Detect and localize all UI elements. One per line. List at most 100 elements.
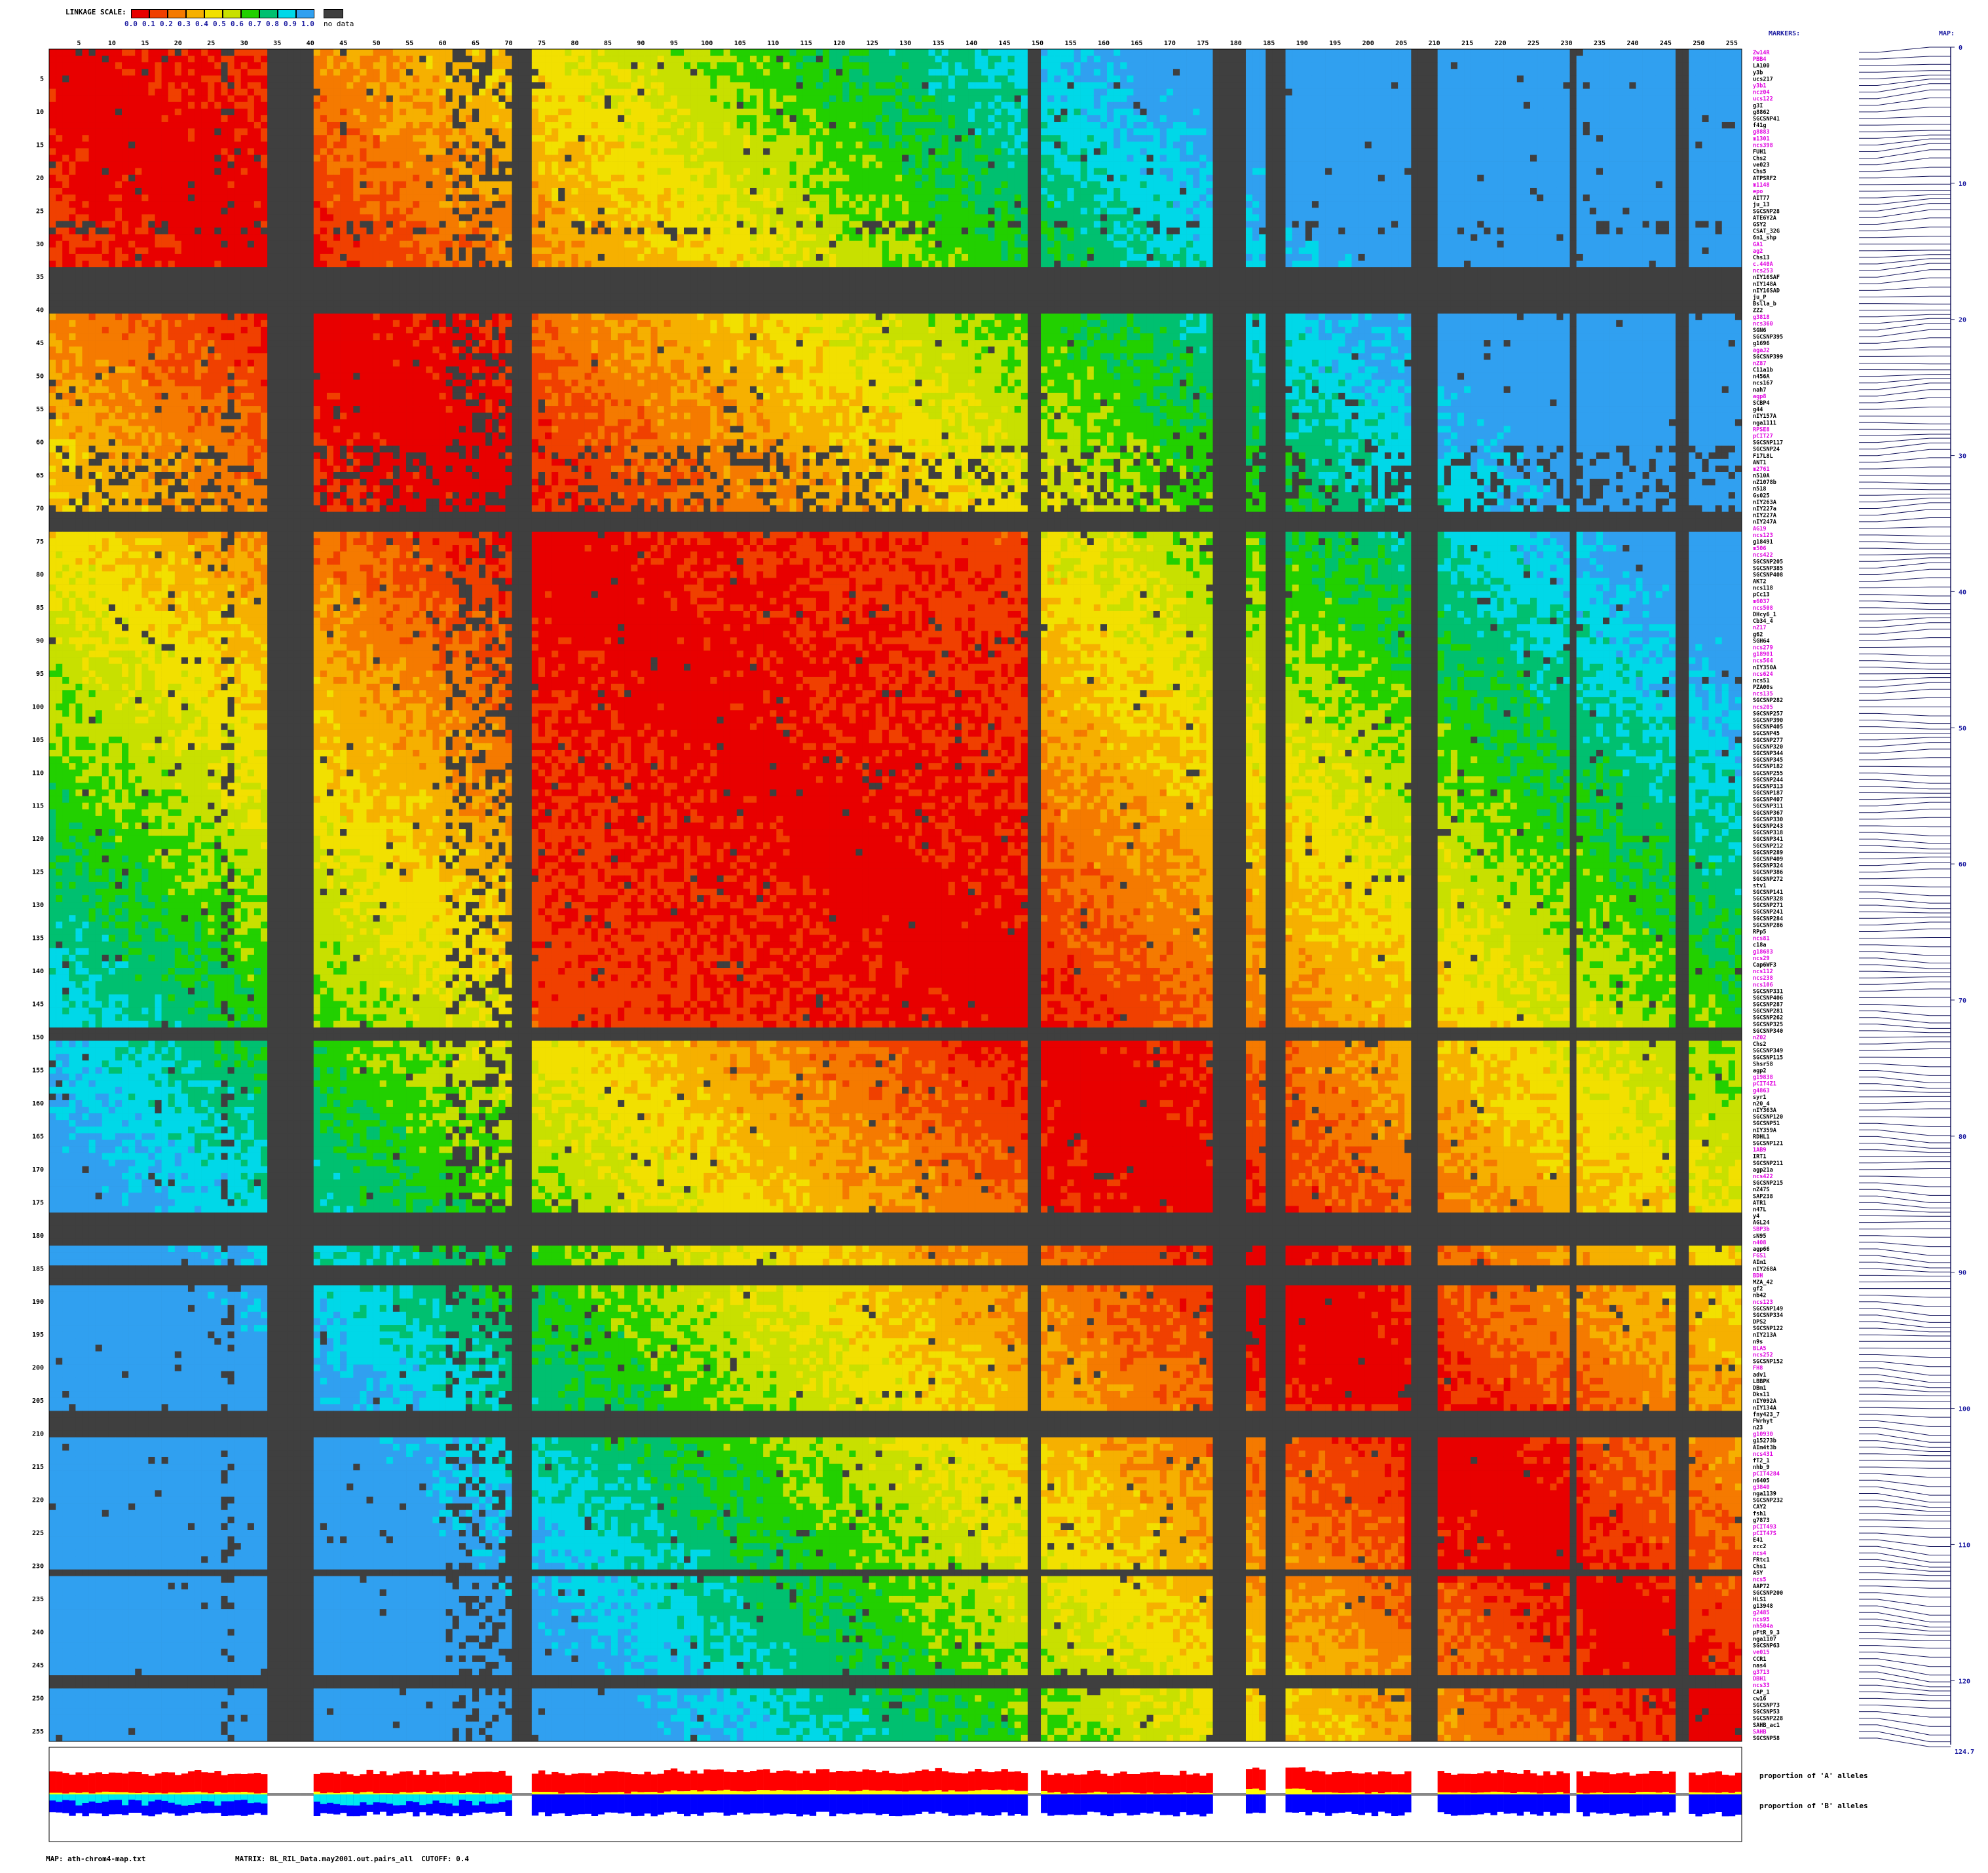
heatmap-cell — [1008, 56, 1015, 62]
heatmap-cell — [62, 56, 69, 62]
heatmap-cell — [571, 82, 578, 88]
heatmap-cell — [1173, 82, 1180, 88]
heatmap-cell — [889, 49, 895, 56]
heatmap-cell — [512, 96, 519, 102]
heatmap-cell — [62, 96, 69, 102]
heatmap-cell — [895, 89, 902, 96]
heatmap-cell — [1490, 49, 1497, 56]
heatmap-cell — [89, 96, 96, 102]
heatmap-cell — [737, 82, 743, 88]
heatmap-cell — [922, 89, 928, 96]
heatmap-cell — [770, 82, 776, 88]
heatmap-cell — [188, 89, 195, 96]
heatmap-cell — [823, 49, 829, 56]
heatmap-cell — [1332, 62, 1338, 69]
heatmap-cell — [790, 49, 797, 56]
heatmap-cell — [195, 62, 201, 69]
heatmap-cell — [743, 69, 750, 75]
heatmap-cell — [347, 62, 353, 69]
heatmap-cell — [757, 96, 763, 102]
heatmap-cell — [181, 96, 188, 102]
heatmap-cell — [598, 75, 605, 82]
heatmap-cell — [1490, 89, 1497, 96]
heatmap-cell — [690, 49, 697, 56]
heatmap-cell — [267, 89, 274, 96]
heatmap-cell — [89, 62, 96, 69]
heatmap-cell — [1497, 82, 1504, 88]
heatmap-cell — [1345, 62, 1351, 69]
heatmap-cell — [1643, 62, 1649, 69]
heatmap-cell — [684, 56, 690, 62]
heatmap-cell — [1167, 89, 1173, 96]
heatmap-cell — [1609, 69, 1616, 75]
heatmap-cell — [624, 89, 631, 96]
heatmap-cell — [631, 56, 637, 62]
heatmap-cell — [367, 82, 373, 88]
heatmap-cell — [803, 49, 810, 56]
heatmap-cell — [1186, 49, 1193, 56]
heatmap-cell — [750, 82, 757, 88]
heatmap-cell — [797, 89, 803, 96]
heatmap-cell — [1537, 69, 1543, 75]
heatmap-cell — [367, 89, 373, 96]
heatmap-cell — [538, 89, 545, 96]
heatmap-cell — [135, 49, 141, 56]
heatmap-cell — [1477, 89, 1484, 96]
heatmap-cell — [320, 82, 327, 88]
heatmap-cell — [1649, 89, 1656, 96]
heatmap-cell — [512, 75, 519, 82]
heatmap-cell — [1047, 49, 1054, 56]
heatmap-cell — [347, 56, 353, 62]
heatmap-cell — [631, 96, 637, 102]
heatmap-cell — [968, 56, 975, 62]
heatmap-cell — [1305, 56, 1312, 62]
heatmap-cell — [1034, 82, 1041, 88]
heatmap-cell — [360, 62, 366, 69]
heatmap-cell — [1425, 56, 1431, 62]
heatmap-cell — [406, 75, 413, 82]
heatmap-cell — [1002, 62, 1008, 69]
heatmap-cell — [538, 69, 545, 75]
heatmap-cell — [1140, 75, 1146, 82]
heatmap-cell — [585, 62, 591, 69]
heatmap-cell — [624, 69, 631, 75]
heatmap-cell — [1252, 89, 1259, 96]
heatmap-cell — [895, 69, 902, 75]
heatmap-cell — [485, 49, 492, 56]
heatmap-cell — [1054, 89, 1060, 96]
heatmap-cell — [585, 89, 591, 96]
heatmap-cell — [1735, 69, 1742, 75]
heatmap-cell — [406, 69, 413, 75]
heatmap-cell — [1682, 56, 1689, 62]
heatmap-cell — [353, 96, 360, 102]
heatmap-cell — [1404, 69, 1411, 75]
heatmap-cell — [135, 56, 141, 62]
heatmap-cell — [968, 69, 975, 75]
heatmap-cell — [1041, 56, 1047, 62]
heatmap-cell — [994, 96, 1001, 102]
heatmap-cell — [1252, 75, 1259, 82]
heatmap-cell — [783, 69, 789, 75]
heatmap-cell — [1206, 82, 1212, 88]
heatmap-cell — [770, 75, 776, 82]
heatmap-cell — [1034, 75, 1041, 82]
heatmap-cell — [347, 75, 353, 82]
heatmap-cell — [1471, 75, 1477, 82]
heatmap-cell — [1054, 69, 1060, 75]
heatmap-cell — [360, 49, 366, 56]
heatmap-cell — [1656, 82, 1662, 88]
heatmap-cell — [1464, 49, 1471, 56]
heatmap-cell — [75, 62, 82, 69]
heatmap-cell — [558, 49, 565, 56]
heatmap-cell — [1002, 89, 1008, 96]
heatmap-cell — [1319, 75, 1325, 82]
heatmap-cell — [1622, 62, 1629, 69]
heatmap-cell — [1180, 62, 1186, 69]
heatmap-cell — [1319, 62, 1325, 69]
heatmap-cell — [776, 69, 783, 75]
heatmap-cell — [333, 49, 340, 56]
heatmap-cell — [168, 96, 175, 102]
heatmap-cell — [1676, 89, 1682, 96]
heatmap-cell — [1299, 69, 1305, 75]
heatmap-cell — [922, 82, 928, 88]
